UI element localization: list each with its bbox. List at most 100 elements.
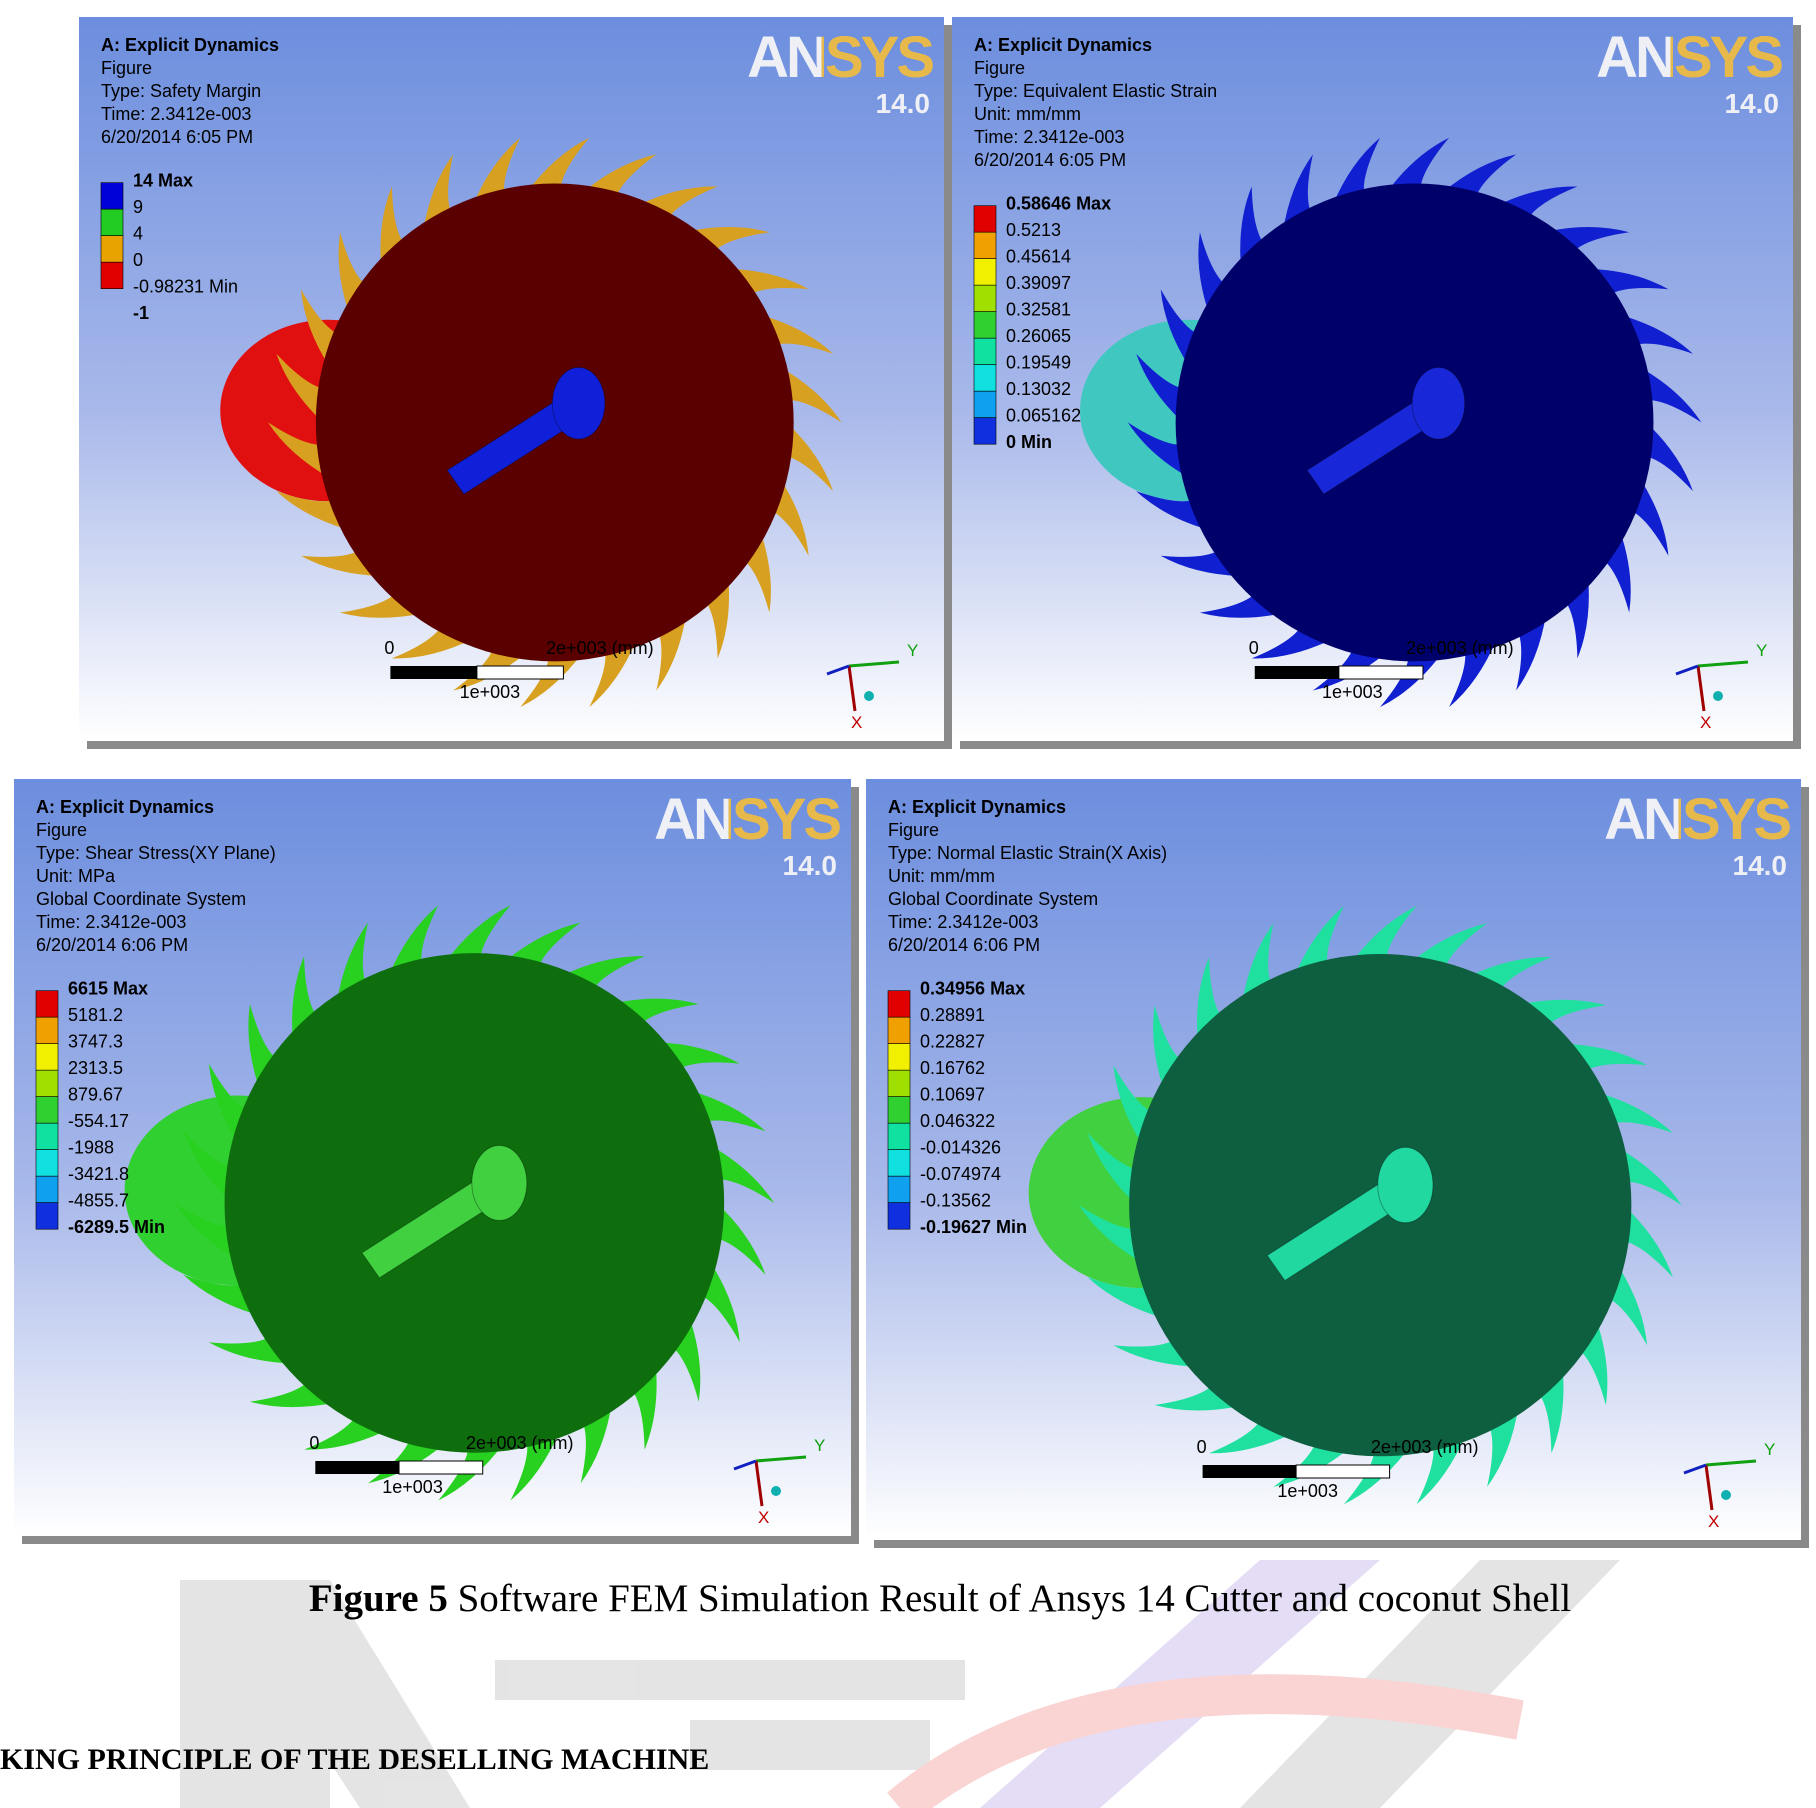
- shaft-collar: [1377, 1146, 1434, 1224]
- legend-label: 0.45614: [1006, 247, 1071, 267]
- info-line: Unit: MPa: [36, 866, 116, 886]
- info-line: 6/20/2014 6:06 PM: [36, 935, 188, 955]
- axis-x: [1704, 1464, 1714, 1511]
- scale-mid: 1e+003: [382, 1477, 443, 1497]
- watermark: [180, 1560, 1620, 1808]
- legend-label: 0.13032: [1006, 379, 1071, 399]
- axis-x-label: X: [758, 1508, 769, 1527]
- info-line: Time: 2.3412e-003: [36, 912, 186, 932]
- triad-ball: [1713, 691, 1723, 701]
- legend-label: 0.28891: [920, 1005, 985, 1025]
- info-line: Figure: [36, 820, 87, 840]
- legend-band: [100, 235, 124, 263]
- axis-y-label: Y: [907, 641, 918, 660]
- legend-band: [887, 1122, 911, 1151]
- legend-label: 879.67: [68, 1085, 123, 1105]
- legend-label: 3747.3: [68, 1032, 123, 1052]
- legend-label: -1: [133, 303, 149, 323]
- info-line: Type: Shear Stress(XY Plane): [36, 843, 276, 863]
- axis-z: [1683, 1463, 1707, 1475]
- legend-label: -0.014326: [920, 1138, 1001, 1158]
- scale-bar-black: [1254, 666, 1339, 679]
- legend-band: [973, 417, 997, 445]
- axis-z: [733, 1459, 757, 1471]
- legend-label: 0.10697: [920, 1085, 985, 1105]
- axis-z: [1675, 664, 1699, 676]
- legend-label: 0.046322: [920, 1111, 995, 1131]
- legend-band: [887, 1016, 911, 1044]
- simulation-panel: A: Explicit Dynamics Figure Type: Normal E…: [866, 779, 1809, 1548]
- axis-x-label: X: [1708, 1512, 1719, 1531]
- legend-band: [35, 1175, 59, 1204]
- axis-y-label: Y: [1764, 1440, 1775, 1459]
- scale-bar-black: [390, 666, 477, 679]
- legend-band: [887, 1175, 911, 1204]
- info-line: Time: 2.3412e-003: [888, 912, 1038, 932]
- legend-label: 9: [133, 197, 143, 217]
- axis-x-label: X: [851, 713, 862, 732]
- legend-band: [35, 1202, 59, 1230]
- legend-band: [100, 261, 124, 289]
- legend-label: 0.32581: [1006, 300, 1071, 320]
- legend-band: [973, 284, 997, 313]
- axis-y: [1697, 660, 1749, 668]
- legend-label: -0.13562: [920, 1191, 991, 1211]
- scale-bar-black: [1202, 1465, 1297, 1478]
- axis-z: [826, 664, 850, 676]
- info-line: Figure: [974, 58, 1025, 78]
- axis-x: [1696, 665, 1706, 712]
- scale-mid: 1e+003: [460, 682, 521, 702]
- scale-mid: 1e+003: [1277, 1481, 1338, 1501]
- info-line: Global Coordinate System: [36, 889, 246, 909]
- legend-band: [35, 1122, 59, 1151]
- info-line: 6/20/2014 6:05 PM: [101, 127, 253, 147]
- legend-band: [35, 990, 59, 1018]
- scale-mid: 1e+003: [1322, 682, 1383, 702]
- legend-band: [35, 1069, 59, 1098]
- legend-band: [973, 231, 997, 259]
- axis-y: [848, 660, 900, 668]
- figure-panels: A: Explicit Dynamics Figure Type: Safety M…: [14, 17, 1809, 1548]
- info-line: Figure: [888, 820, 939, 840]
- axis-x: [847, 665, 857, 712]
- legend-band: [887, 1096, 911, 1124]
- legend-label: -6289.5 Min: [68, 1217, 165, 1237]
- scale-bar-white: [476, 665, 564, 680]
- legend-label: 0.5213: [1006, 220, 1061, 240]
- legend-label: 0.22827: [920, 1032, 985, 1052]
- ansys-logo: ANSYS: [747, 25, 933, 90]
- info-line: 6/20/2014 6:06 PM: [888, 935, 1040, 955]
- legend-label: -1988: [68, 1138, 114, 1158]
- panel-title: A: Explicit Dynamics: [974, 35, 1152, 55]
- simulation-panel: A: Explicit Dynamics Figure Type: Safety M…: [79, 17, 952, 749]
- legend-band: [35, 1096, 59, 1124]
- info-line: Type: Normal Elastic Strain(X Axis): [888, 843, 1167, 863]
- legend-band: [887, 1043, 911, 1071]
- caption: Figure 5 Software FEM Simulation Result …: [309, 1577, 1572, 1620]
- ansys-logo: ANSYS: [1604, 787, 1790, 852]
- legend-band: [100, 208, 124, 236]
- scale-end: 2e+003 (mm): [1406, 638, 1514, 658]
- legend-band: [100, 182, 124, 210]
- version: 14.0: [1725, 88, 1780, 119]
- version: 14.0: [876, 88, 931, 119]
- legend-label: 14 Max: [133, 171, 193, 191]
- legend-label: 0.34956 Max: [920, 979, 1025, 999]
- legend-band: [35, 1149, 59, 1177]
- legend-band: [973, 364, 997, 392]
- axis-y: [755, 1455, 807, 1463]
- legend-label: 0.19549: [1006, 353, 1071, 373]
- info-line: Unit: mm/mm: [888, 866, 995, 886]
- legend-band: [973, 205, 997, 233]
- legend-label: 4: [133, 224, 143, 244]
- legend-label: 0.16762: [920, 1058, 985, 1078]
- scale-end: 2e+003 (mm): [1371, 1437, 1479, 1457]
- triad-ball: [771, 1486, 781, 1496]
- scale-start: 0: [384, 638, 394, 658]
- shaft-collar: [471, 1144, 528, 1221]
- legend-label: -0.074974: [920, 1164, 1001, 1184]
- legend-label: 0.39097: [1006, 273, 1071, 293]
- legend-band: [973, 258, 997, 286]
